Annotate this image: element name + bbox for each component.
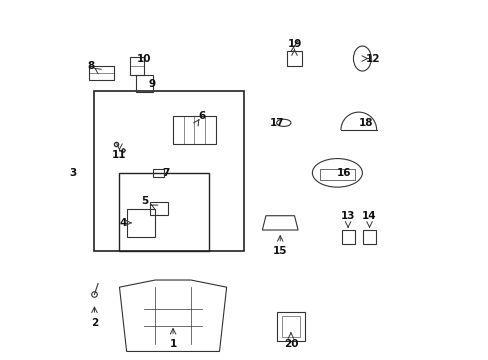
Text: 18: 18 — [358, 118, 372, 128]
Text: 3: 3 — [69, 168, 77, 178]
Text: 13: 13 — [340, 211, 355, 221]
Text: 4: 4 — [119, 218, 126, 228]
Text: 19: 19 — [287, 39, 301, 49]
Text: 6: 6 — [198, 111, 205, 121]
Text: 5: 5 — [141, 197, 148, 206]
Text: 16: 16 — [337, 168, 351, 178]
Bar — [130, 57, 144, 75]
Bar — [276, 312, 305, 341]
Text: 12: 12 — [365, 54, 380, 64]
Bar — [89, 66, 114, 80]
Bar — [173, 116, 216, 144]
Text: 7: 7 — [162, 168, 169, 178]
Text: 8: 8 — [87, 61, 94, 71]
Bar — [341, 230, 354, 244]
Bar — [94, 91, 244, 251]
Bar — [149, 202, 167, 215]
Text: 17: 17 — [269, 118, 284, 128]
Text: 20: 20 — [283, 339, 298, 349]
Bar — [135, 75, 153, 93]
Bar — [119, 173, 208, 251]
Text: 10: 10 — [137, 54, 151, 64]
Text: 2: 2 — [91, 318, 98, 328]
Text: 1: 1 — [169, 339, 176, 349]
Bar — [363, 230, 375, 244]
Bar — [319, 169, 354, 180]
Text: 14: 14 — [362, 211, 376, 221]
Text: 15: 15 — [272, 247, 287, 256]
Bar — [282, 316, 299, 337]
Bar — [153, 168, 164, 177]
Bar — [287, 51, 301, 66]
Text: 9: 9 — [148, 78, 155, 89]
Text: 11: 11 — [112, 150, 126, 160]
